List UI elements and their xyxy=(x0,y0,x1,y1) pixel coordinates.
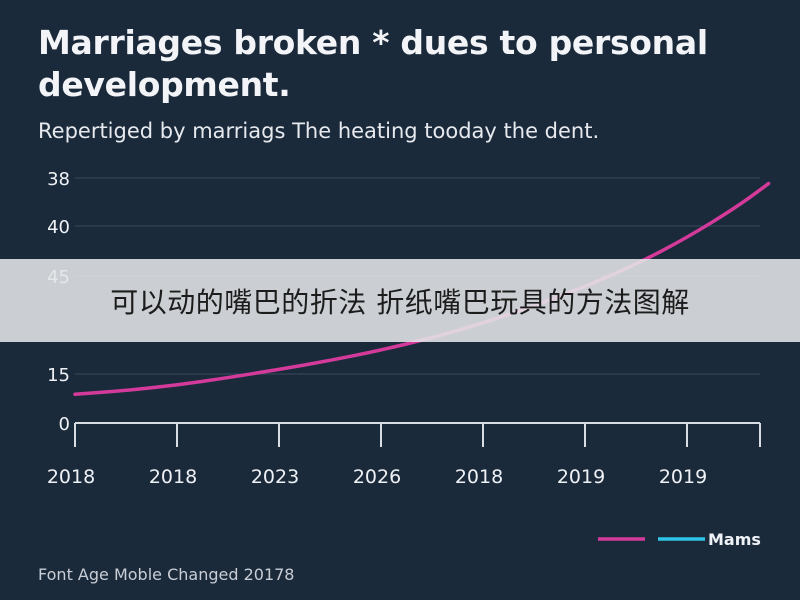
caption-banner: 可以动的嘴巴的折法 折纸嘴巴玩具的方法图解 xyxy=(0,259,800,342)
x-tick-label: 2018 xyxy=(455,466,503,488)
caption-banner-text: 可以动的嘴巴的折法 折纸嘴巴玩具的方法图解 xyxy=(110,285,690,319)
chart-title: Marriages broken * dues to personal deve… xyxy=(38,23,708,104)
x-tick-label: 2026 xyxy=(353,466,401,488)
chart-footer: Font Age Moble Changed 20178 xyxy=(38,565,295,584)
y-tick-label: 38 xyxy=(47,169,70,190)
legend-label: Mams xyxy=(708,530,761,549)
x-tick-label: 2023 xyxy=(251,466,299,488)
y-tick-label: 0 xyxy=(59,414,70,435)
y-tick-label: 40 xyxy=(47,217,70,238)
y-tick-label: 15 xyxy=(47,365,70,386)
x-tick-label: 2018 xyxy=(149,466,197,488)
series-line xyxy=(73,181,771,396)
x-tick-label: 2019 xyxy=(557,466,605,488)
x-tick-label: 2018 xyxy=(47,466,95,488)
x-tick-label: 2019 xyxy=(659,466,707,488)
chart-subtitle: Repertiged by marriags The heating tooda… xyxy=(38,119,600,143)
